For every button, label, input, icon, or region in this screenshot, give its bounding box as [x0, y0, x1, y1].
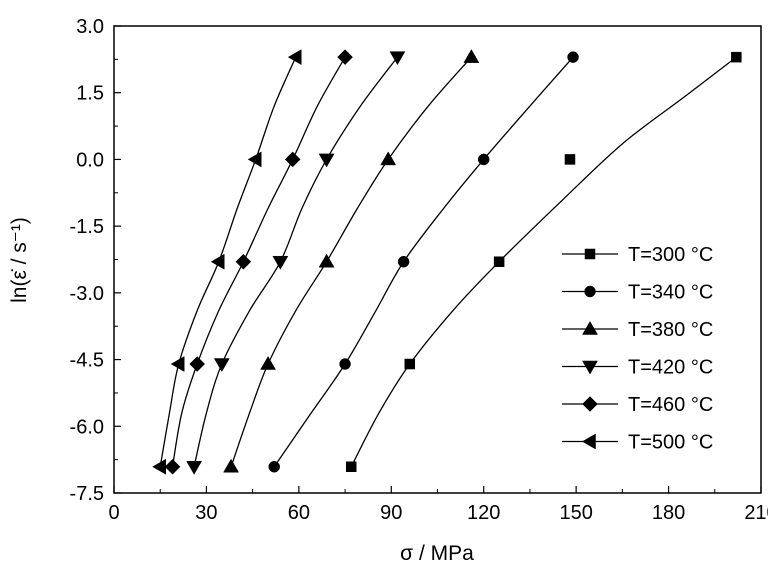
x-tick-label: 90	[380, 502, 402, 524]
legend-marker	[581, 433, 596, 450]
data-point	[170, 356, 185, 372]
legend-marker	[582, 320, 598, 335]
x-tick-label: 210	[744, 502, 768, 524]
data-point	[463, 49, 480, 63]
data-point	[284, 151, 301, 168]
y-tick-label: 1.5	[76, 83, 104, 105]
data-point	[318, 153, 335, 168]
legend: T=300 °C T=340 °C T=380 °C T=420 °C T=460 °C…	[562, 244, 713, 454]
y-tick-labels: -7.5 -6.0 -4.5 -3.0 -1.5 0.0 1.5 3.0	[70, 16, 104, 505]
data-point	[223, 458, 240, 473]
fit-curve	[273, 56, 574, 468]
legend-marker	[582, 396, 598, 412]
data-point	[567, 51, 579, 63]
legend-label: T=380 °C	[628, 319, 713, 341]
y-tick-label: -4.5	[70, 350, 104, 372]
fit-curve	[171, 56, 346, 467]
x-tick-label: 30	[195, 502, 217, 524]
y-tick-label: 3.0	[76, 16, 104, 38]
data-point	[397, 255, 410, 268]
data-point	[210, 253, 225, 270]
data-point	[564, 154, 576, 165]
legend-label: T=460 °C	[628, 394, 713, 416]
fit-curve	[350, 56, 737, 468]
data-point	[339, 358, 351, 370]
data-point	[337, 49, 353, 65]
data-point	[247, 151, 262, 168]
data-point	[345, 461, 357, 473]
data-point	[152, 458, 166, 475]
fit-curve	[159, 56, 297, 467]
data-point	[287, 49, 302, 66]
data-point	[389, 51, 406, 66]
data-point	[235, 253, 252, 270]
data-point	[477, 153, 490, 166]
y-tick-label: -6.0	[70, 416, 104, 438]
legend-label: T=420 °C	[628, 357, 713, 379]
x-tick-label: 150	[559, 502, 592, 524]
data-point	[318, 253, 335, 268]
data-point	[404, 358, 416, 370]
data-point	[213, 358, 230, 373]
legend-label: T=340 °C	[628, 282, 713, 304]
x-tick-label: 0	[108, 502, 119, 524]
fit-curve	[193, 56, 398, 467]
data-point	[731, 51, 742, 63]
data-point	[186, 461, 203, 475]
x-tick-label: 120	[467, 502, 500, 524]
data-point	[272, 255, 289, 270]
data-point	[260, 356, 276, 370]
axis-ticks	[113, 25, 762, 494]
legend-marker	[584, 248, 596, 260]
data-point	[380, 151, 397, 166]
y-tick-label: -1.5	[70, 216, 104, 238]
x-tick-labels: 0 30 60 90 120 150 180 210	[108, 502, 768, 524]
data-point	[164, 458, 181, 475]
y-tick-label: 0.0	[76, 149, 104, 171]
y-tick-label: -7.5	[70, 483, 104, 505]
legend-label: T=300 °C	[628, 244, 713, 266]
data-point	[189, 356, 206, 372]
legend-label: T=500 °C	[628, 432, 713, 454]
data-point	[268, 461, 280, 473]
y-axis-title: ln(ε̇ / s⁻¹)	[8, 217, 31, 303]
x-tick-label: 60	[288, 502, 310, 524]
y-tick-label: -3.0	[70, 283, 104, 305]
x-tick-label: 180	[652, 502, 685, 524]
data-markers	[152, 49, 742, 475]
legend-marker	[584, 285, 596, 298]
x-axis-title: σ / MPa	[400, 542, 474, 565]
legend-marker	[582, 360, 598, 375]
data-point	[493, 256, 505, 267]
